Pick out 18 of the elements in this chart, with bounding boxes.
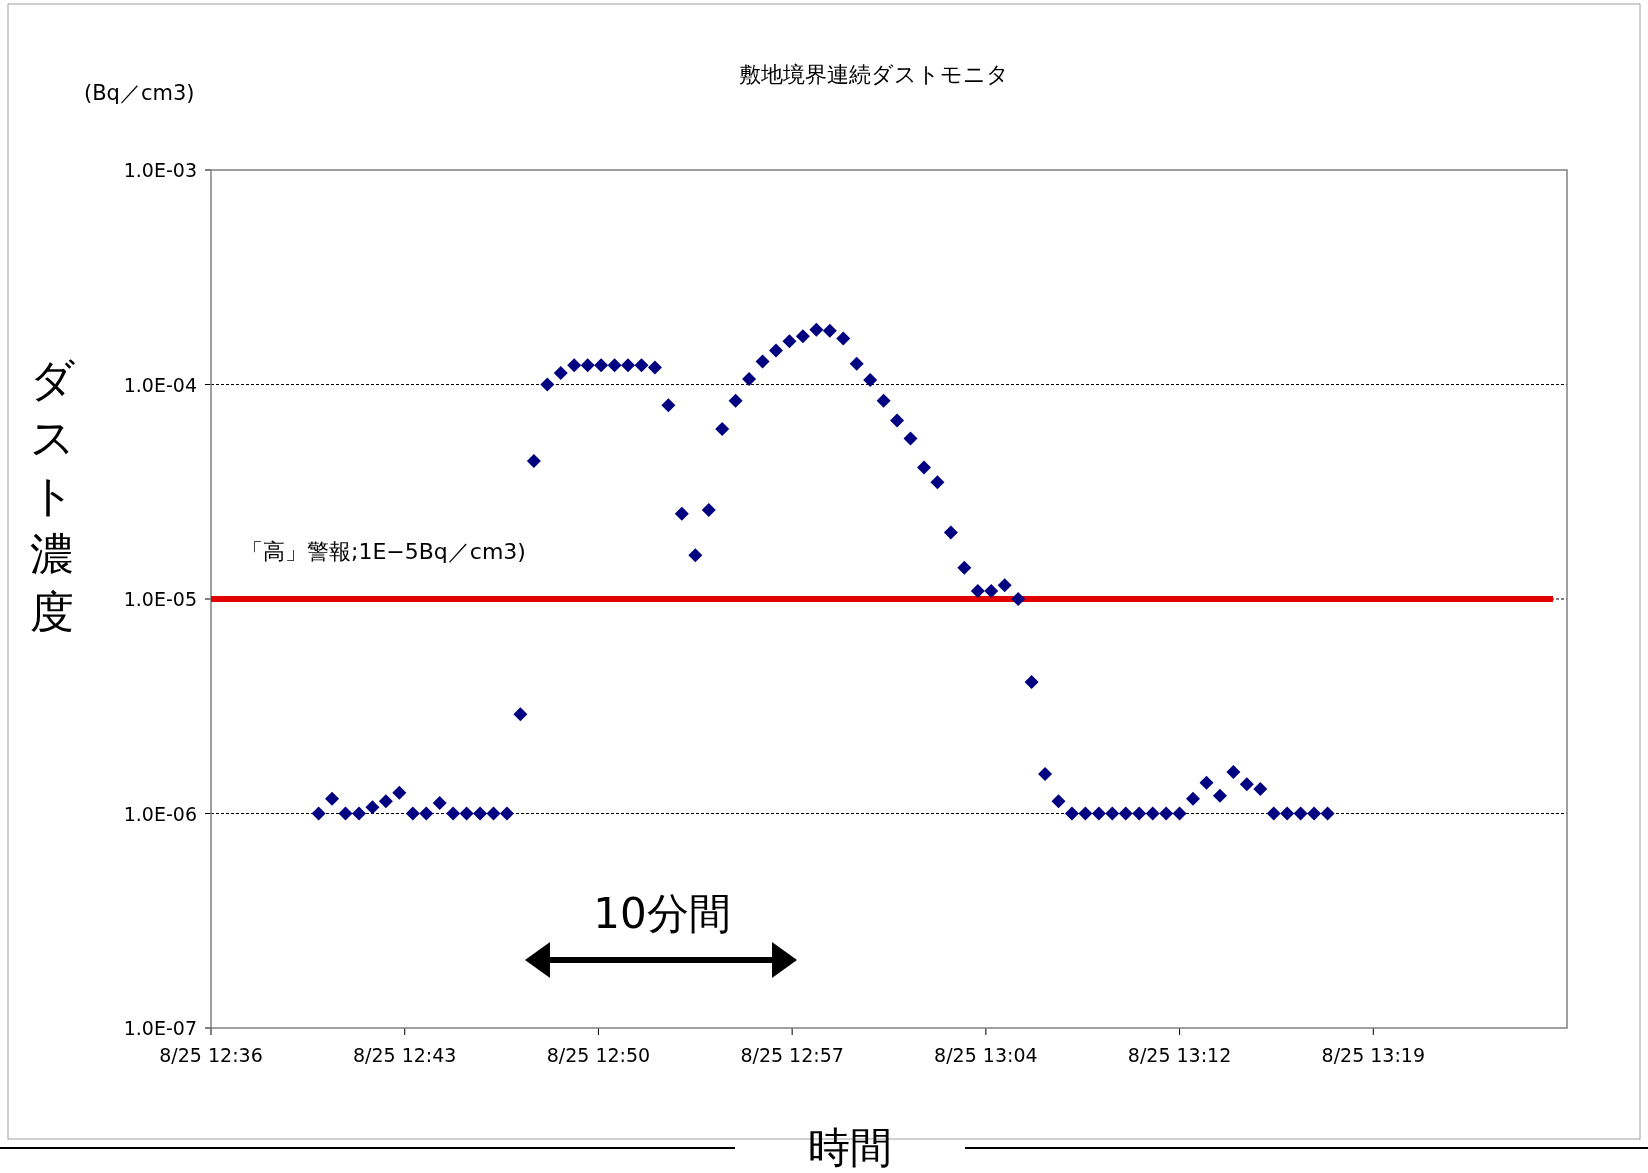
y-tick-label: 1.0E-05 bbox=[123, 588, 197, 610]
x-tick-label: 8/25 13:12 bbox=[1127, 1044, 1232, 1066]
y-axis-title: ダスト濃度 bbox=[29, 354, 75, 637]
text: (Bq／cm3) bbox=[84, 81, 195, 105]
x-axis-title: 時間 bbox=[808, 1123, 892, 1172]
x-tick-label: 8/25 13:04 bbox=[934, 1044, 1038, 1066]
x-tick-label: 8/25 12:50 bbox=[546, 1044, 651, 1066]
x-tick-label: 8/25 12:43 bbox=[352, 1044, 457, 1066]
ref-line-label: 「高」警報;1E−5Bq／cm3) bbox=[241, 539, 526, 564]
annotation: 10分間 bbox=[593, 889, 731, 938]
x-tick-label: 8/25 13:19 bbox=[1321, 1044, 1426, 1066]
y-tick-label: 1.0E-03 bbox=[123, 159, 197, 181]
y-tick-label: 1.0E-04 bbox=[123, 373, 197, 396]
y-tick-label: 1.0E-06 bbox=[123, 802, 197, 825]
y-tick-label: 1.0E-07 bbox=[123, 1017, 197, 1039]
x-tick-label: 8/25 12:36 bbox=[159, 1044, 263, 1066]
x-tick-label: 8/25 12:57 bbox=[740, 1044, 844, 1066]
chart-title: 敷地境界連続ダストモニタ bbox=[739, 62, 1009, 87]
